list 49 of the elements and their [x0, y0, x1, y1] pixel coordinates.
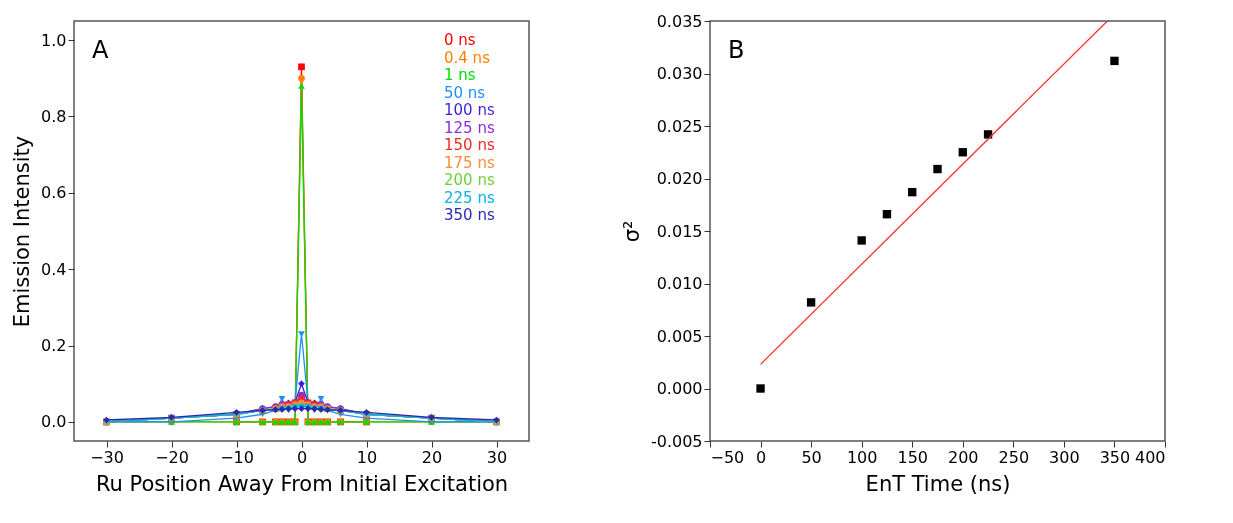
x-tick-label: 30	[486, 447, 508, 467]
x-tick-label: −30	[90, 447, 124, 467]
y-tick-label: 0.000	[656, 379, 703, 398]
y-tick-label: 0.4	[41, 259, 67, 279]
text: 225 ns	[444, 188, 495, 207]
y-tick-label: 0.010	[656, 274, 703, 293]
text: 350 ns	[444, 206, 495, 224]
y-tick-label: -0.005	[650, 431, 703, 451]
x-tick-label: 0	[755, 447, 767, 467]
text: 1 ns	[444, 66, 476, 84]
y-tick-label: 0.015	[656, 221, 703, 241]
y-tick-label: 0.2	[41, 336, 67, 356]
y-tick-label: 0.0	[41, 412, 67, 432]
text: 0.4 ns	[444, 48, 491, 67]
y-tick-label: 1.0	[41, 30, 67, 50]
x-tick-label: 100	[846, 447, 878, 467]
text: 150 ns	[444, 136, 495, 154]
text: 125 ns	[444, 118, 495, 137]
text: 0 ns	[444, 31, 476, 49]
y-tick-label: 0.035	[656, 11, 703, 31]
x-tick-label: 20	[421, 447, 443, 467]
x-tick-label: 250	[998, 447, 1030, 467]
x-tick-label: 300	[1049, 447, 1080, 467]
y-tick-label: 0.025	[656, 116, 703, 136]
y-tick-label: 0.8	[41, 106, 67, 126]
text: 175 ns	[444, 153, 495, 172]
x-tick-label: −20	[155, 447, 189, 467]
x-tick-label: 350	[1099, 447, 1131, 467]
y-axis-title: σ²	[619, 220, 644, 243]
x-tick-label: 400	[1134, 447, 1166, 467]
x-tick-label: 10	[356, 447, 378, 467]
x-axis-title: Ru Position Away From Initial Excitation	[95, 471, 509, 496]
x-tick-label: −50	[710, 447, 745, 467]
x-tick-label: 150	[897, 447, 928, 467]
x-tick-label: 200	[948, 447, 979, 467]
text: 100 ns	[444, 101, 495, 119]
x-tick-label: −10	[220, 447, 254, 467]
x-axis-title: EnT Time (ns)	[865, 471, 1011, 496]
y-tick-label: 0.005	[656, 326, 703, 346]
annotation: B	[728, 36, 745, 64]
y-tick-label: 0.030	[656, 64, 703, 83]
x-tick-label: 0	[296, 447, 308, 467]
x-tick-label: 50	[801, 447, 822, 467]
text: 50 ns	[444, 83, 486, 102]
annotation: A	[92, 36, 109, 64]
y-tick-label: 0.020	[656, 169, 703, 188]
text: 200 ns	[444, 171, 495, 189]
y-tick-label: 0.6	[41, 183, 67, 203]
y-axis-title: Emission Intensity	[10, 135, 35, 328]
